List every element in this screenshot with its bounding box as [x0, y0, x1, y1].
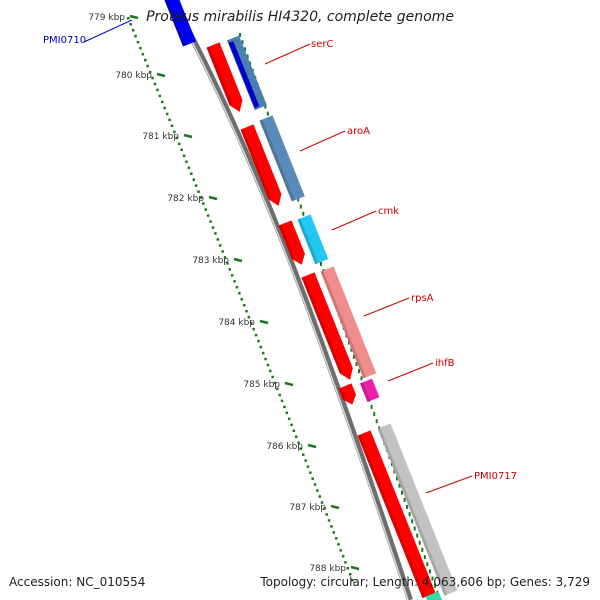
ruler-tick-label: 779 kbp [88, 13, 125, 23]
cds-forward-1[interactable] [206, 42, 243, 112]
gene-feature-next[interactable] [425, 591, 444, 600]
ruler-tick-mark [330, 504, 340, 510]
ruler-tick-mark [129, 14, 139, 20]
gene-feature-PMI0717[interactable] [377, 423, 458, 596]
gene-feature-serC-edge[interactable] [228, 41, 260, 108]
gene-feature-ihfB[interactable] [360, 378, 380, 402]
backbone-highlight [169, 0, 409, 600]
gene-label-text[interactable]: rpsA [411, 293, 434, 304]
ruler-tick-mark [183, 133, 193, 139]
ruler-tick-mark [350, 565, 360, 571]
ruler-tick: 788 kbp [309, 564, 360, 574]
gene-feature-PMI0710[interactable] [162, 0, 197, 47]
gene-label-aroA[interactable]: aroA [299, 126, 370, 152]
gene-leader-line [363, 297, 410, 317]
ruler-tick-label: 785 kbp [243, 380, 280, 390]
ruler-tick-mark [307, 443, 317, 449]
ruler-tick: 786 kbp [266, 442, 317, 452]
gene-label-text[interactable]: serC [311, 39, 333, 50]
ruler-tick-mark [233, 257, 243, 263]
gene-label-PMI0717[interactable]: PMI0717 [425, 471, 517, 494]
ruler-tick-label: 788 kbp [309, 564, 346, 574]
ruler-tick-label: 784 kbp [218, 318, 255, 328]
backbone [169, 0, 413, 600]
ruler-tick: 779 kbp [88, 13, 139, 23]
cds-forward-3[interactable] [278, 220, 305, 265]
cds-forward-2[interactable] [240, 124, 282, 206]
gene-label-ihfB[interactable]: ihfB [387, 358, 455, 382]
gene-label-PMI0710[interactable]: PMI0710 [43, 19, 133, 46]
ruler-tick: 780 kbp [115, 71, 166, 81]
gene-leader-line [83, 19, 133, 43]
gene-label-text[interactable]: ihfB [435, 358, 455, 369]
gene-feature-cmk[interactable] [297, 214, 329, 265]
gene-label-text[interactable]: PMI0717 [474, 471, 517, 482]
gene-label-text[interactable]: cmk [378, 206, 399, 217]
ruler-tick-mark [259, 319, 269, 325]
ruler-tick: 783 kbp [192, 256, 243, 266]
gene-label-cmk[interactable]: cmk [331, 206, 399, 231]
ruler-minor-ticks [127, 17, 354, 582]
gene-leader-line [331, 210, 377, 231]
map-title: Proteus mirabilis HI4320, complete genom… [146, 9, 454, 25]
gene-label-serC[interactable]: serC [264, 39, 333, 65]
ruler-tick-label: 783 kbp [192, 256, 229, 266]
gene-leader-line [299, 130, 346, 152]
cds-forward-6[interactable] [357, 430, 436, 599]
ruler-tick-label: 786 kbp [266, 442, 303, 452]
gene-feature-aroA[interactable] [259, 115, 305, 202]
ruler-tick: 785 kbp [243, 380, 294, 390]
ruler-tick: 782 kbp [167, 194, 218, 204]
ruler-tick: 781 kbp [142, 132, 193, 142]
gene-label-text[interactable]: PMI0710 [43, 35, 86, 46]
genome-summary-label: Topology: circular; Length: 4,063,606 bp… [260, 575, 590, 589]
ruler-tick-label: 780 kbp [115, 71, 152, 81]
accession-label: Accession: NC_010554 [9, 575, 146, 589]
ruler-tick-mark [208, 195, 218, 201]
gene-leader-line [387, 362, 434, 382]
gene-label-text[interactable]: aroA [347, 126, 370, 137]
gene-leader-line [264, 43, 311, 65]
cds-forward-4[interactable] [301, 272, 353, 380]
ruler-tick-label: 787 kbp [289, 503, 326, 513]
ruler-tick: 784 kbp [218, 318, 269, 328]
gene-feature-rpsA[interactable] [320, 266, 377, 379]
ruler-tick-mark [156, 72, 166, 78]
ruler-tick-label: 782 kbp [167, 194, 204, 204]
cds-forward-5[interactable] [338, 383, 357, 405]
ruler-tick-mark [284, 381, 294, 387]
ruler-tick-label: 781 kbp [142, 132, 179, 142]
gene-label-rpsA[interactable]: rpsA [363, 293, 434, 317]
ruler-tick: 787 kbp [289, 503, 340, 513]
gene-leader-line [425, 475, 473, 494]
